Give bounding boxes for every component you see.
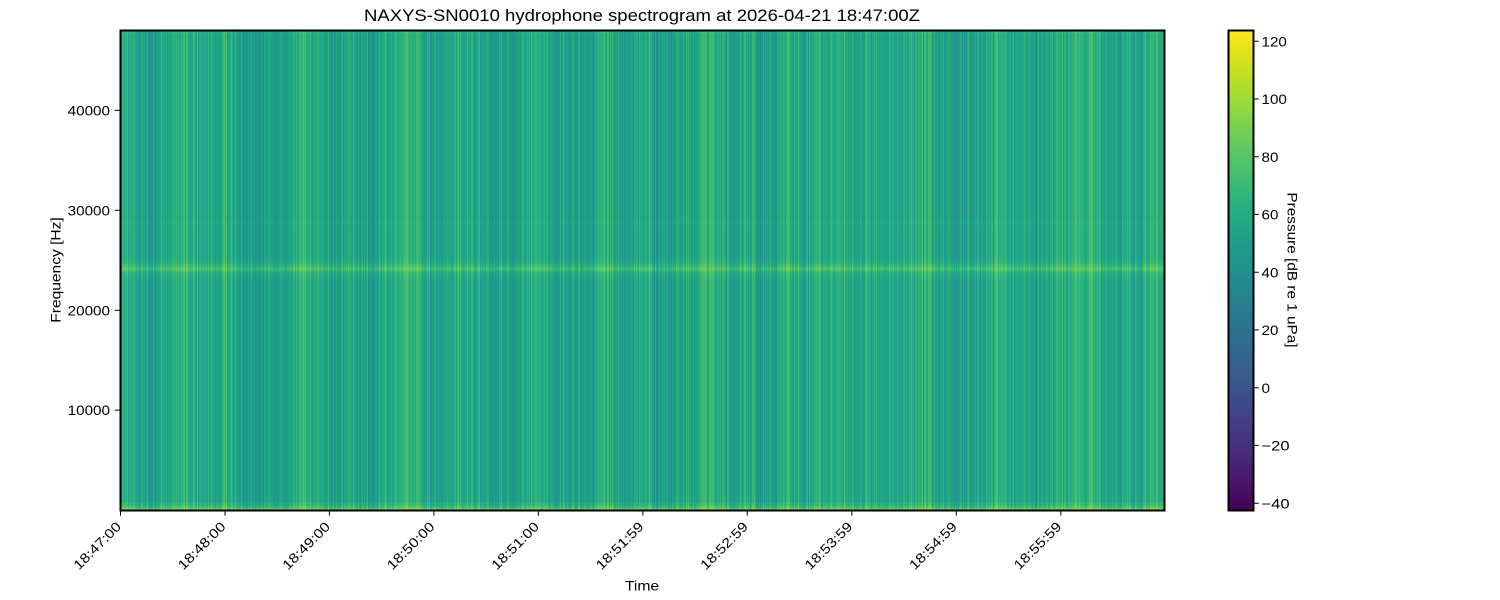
svg-text:Frequency [Hz]: Frequency [Hz] <box>48 217 64 322</box>
svg-text:−20: −20 <box>1262 439 1290 454</box>
svg-text:80: 80 <box>1262 150 1279 165</box>
svg-text:100: 100 <box>1262 92 1287 107</box>
svg-text:30000: 30000 <box>68 203 110 218</box>
svg-text:0: 0 <box>1262 381 1271 396</box>
svg-text:NAXYS-SN0010 hydrophone spectr: NAXYS-SN0010 hydrophone spectrogram at 2… <box>364 6 920 25</box>
svg-text:40: 40 <box>1262 265 1279 280</box>
svg-text:Pressure [dB re 1 uPa]: Pressure [dB re 1 uPa] <box>1284 192 1299 347</box>
svg-text:40000: 40000 <box>68 104 110 119</box>
svg-text:20: 20 <box>1262 323 1279 338</box>
svg-text:10000: 10000 <box>68 403 110 418</box>
svg-text:−40: −40 <box>1262 496 1290 511</box>
svg-text:60: 60 <box>1262 208 1279 223</box>
svg-text:Time: Time <box>625 578 659 594</box>
svg-text:120: 120 <box>1262 34 1287 49</box>
svg-text:20000: 20000 <box>68 303 110 318</box>
